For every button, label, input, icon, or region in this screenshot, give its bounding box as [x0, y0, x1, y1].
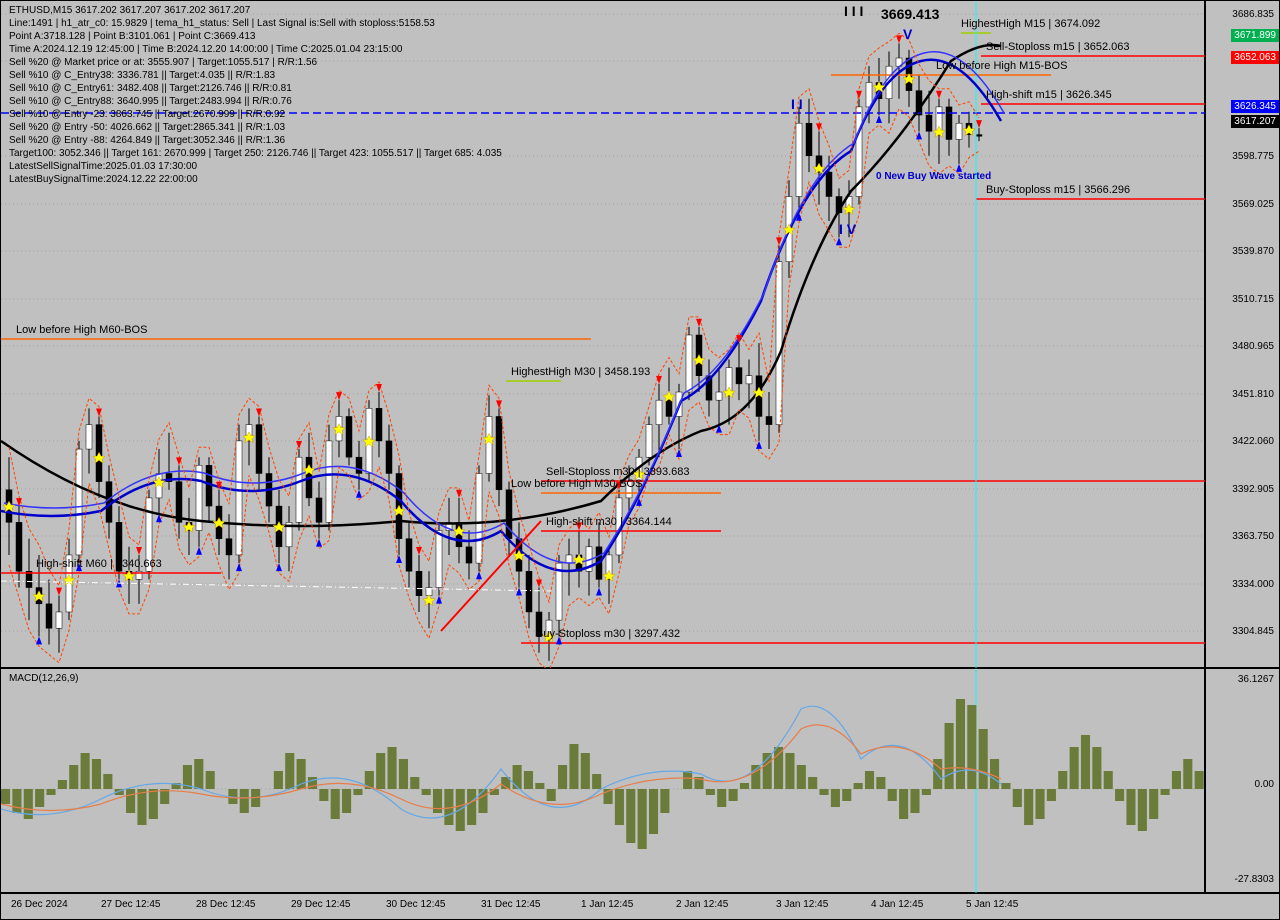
level-label: Low before High M30-BOS	[511, 478, 642, 490]
x-tick-label: 2 Jan 12:45	[676, 899, 728, 910]
info-line5: Sell %20 @ Market price or at: 3555.907 …	[9, 57, 317, 68]
wave-label: V	[903, 26, 912, 42]
info-line9: Sell %10 @ Entry -23: 3863.745 || Target…	[9, 109, 285, 120]
level-label: High-shift m15 | 3626.345	[986, 89, 1112, 101]
y-tick-label: 3686.835	[1232, 9, 1274, 20]
wave-label: 0 New Buy Wave started	[876, 171, 991, 182]
info-line3: Point A:3718.128 | Point B:3101.061 | Po…	[9, 31, 256, 42]
macd-y-tick-label: -27.8303	[1235, 874, 1274, 885]
info-line12: Target100: 3052.346 || Target 161: 2670.…	[9, 148, 502, 159]
macd-chart[interactable]: MACD(12,26,9)	[0, 668, 1205, 893]
wave-label: I I I	[844, 3, 863, 19]
info-line13: LatestSellSignalTime:2025.01.03 17:30:00	[9, 161, 197, 172]
wave-label: I V	[839, 221, 856, 237]
macd-chart-svg	[1, 669, 1206, 894]
macd-y-axis: 36.1267 0.00 -27.8303	[1205, 668, 1280, 893]
level-label: Buy-Stoploss m15 | 3566.296	[986, 184, 1130, 196]
y-tick-label: 3510.715	[1232, 294, 1274, 305]
y-tick-label: 3569.025	[1232, 199, 1274, 210]
info-line7: Sell %10 @ C_Entry61: 3482.408 || Target…	[9, 83, 292, 94]
y-tick-label: 3304.845	[1232, 626, 1274, 637]
y-tick-label: 3451.810	[1232, 389, 1274, 400]
x-tick-label: 3 Jan 12:45	[776, 899, 828, 910]
wave-label: 3669.413	[881, 6, 939, 22]
price-tag: 3671.899	[1231, 29, 1279, 42]
x-tick-label: 5 Jan 12:45	[966, 899, 1018, 910]
level-label: Sell-Stoploss m30 | 3393.683	[546, 466, 690, 478]
level-label: HighestHigh M15 | 3674.092	[961, 18, 1100, 30]
price-y-axis: 3686.8353657.6803598.7753569.0253539.870…	[1205, 0, 1280, 668]
y-tick-label: 3598.775	[1232, 151, 1274, 162]
x-tick-label: 28 Dec 12:45	[196, 899, 256, 910]
level-label: High-shift m30 | 3364.144	[546, 516, 672, 528]
y-tick-label: 3539.870	[1232, 246, 1274, 257]
x-tick-label: 26 Dec 2024	[11, 899, 68, 910]
x-tick-label: 29 Dec 12:45	[291, 899, 351, 910]
info-line10: Sell %20 @ Entry -50: 4026.662 || Target…	[9, 122, 285, 133]
y-tick-label: 3363.750	[1232, 531, 1274, 542]
level-label: Low before High M15-BOS	[936, 60, 1067, 72]
x-tick-label: 27 Dec 12:45	[101, 899, 161, 910]
info-line6: Sell %10 @ C_Entry38: 3336.781 || Target…	[9, 70, 275, 81]
info-line2: Line:1491 | h1_atr_c0: 15.9829 | tema_h1…	[9, 18, 435, 29]
chart-container: ETHUSD,M15 3617.202 3617.207 3617.202 36…	[0, 0, 1280, 920]
y-tick-label: 3392.905	[1232, 484, 1274, 495]
y-tick-label: 3480.965	[1232, 341, 1274, 352]
level-label: High-shift M60 | 3340.663	[36, 558, 162, 570]
level-label: HighestHigh M30 | 3458.193	[511, 366, 650, 378]
x-tick-label: 31 Dec 12:45	[481, 899, 541, 910]
macd-label: MACD(12,26,9)	[9, 673, 78, 684]
price-tag: 3626.345	[1231, 100, 1279, 113]
symbol-header: ETHUSD,M15 3617.202 3617.207 3617.202 36…	[9, 5, 250, 16]
x-tick-label: 1 Jan 12:45	[581, 899, 633, 910]
y-tick-label: 3334.000	[1232, 579, 1274, 590]
y-tick-label: 3422.060	[1232, 436, 1274, 447]
info-line4: Time A:2024.12.19 12:45:00 | Time B:2024…	[9, 44, 402, 55]
price-tag: 3617.207	[1231, 115, 1279, 128]
info-line11: Sell %20 @ Entry -88: 4264.849 || Target…	[9, 135, 285, 146]
time-x-axis: 26 Dec 2024 27 Dec 12:45 28 Dec 12:45 29 De…	[0, 893, 1280, 920]
wave-label: I I	[791, 96, 803, 112]
macd-y-tick-label: 0.00	[1255, 779, 1274, 790]
price-tag: 3652.063	[1231, 51, 1279, 64]
info-line14: LatestBuySignalTime:2024.12.22 22:00:00	[9, 174, 198, 185]
level-label: Buy-Stoploss m30 | 3297.432	[536, 628, 680, 640]
price-chart[interactable]: ETHUSD,M15 3617.202 3617.207 3617.202 36…	[0, 0, 1205, 668]
level-label: Sell-Stoploss m15 | 3652.063	[986, 41, 1130, 53]
info-line8: Sell %10 @ C_Entry88: 3640.995 || Target…	[9, 96, 292, 107]
macd-y-tick-label: 36.1267	[1238, 674, 1274, 685]
x-tick-label: 4 Jan 12:45	[871, 899, 923, 910]
level-label: Low before High M60-BOS	[16, 324, 147, 336]
x-tick-label: 30 Dec 12:45	[386, 899, 446, 910]
